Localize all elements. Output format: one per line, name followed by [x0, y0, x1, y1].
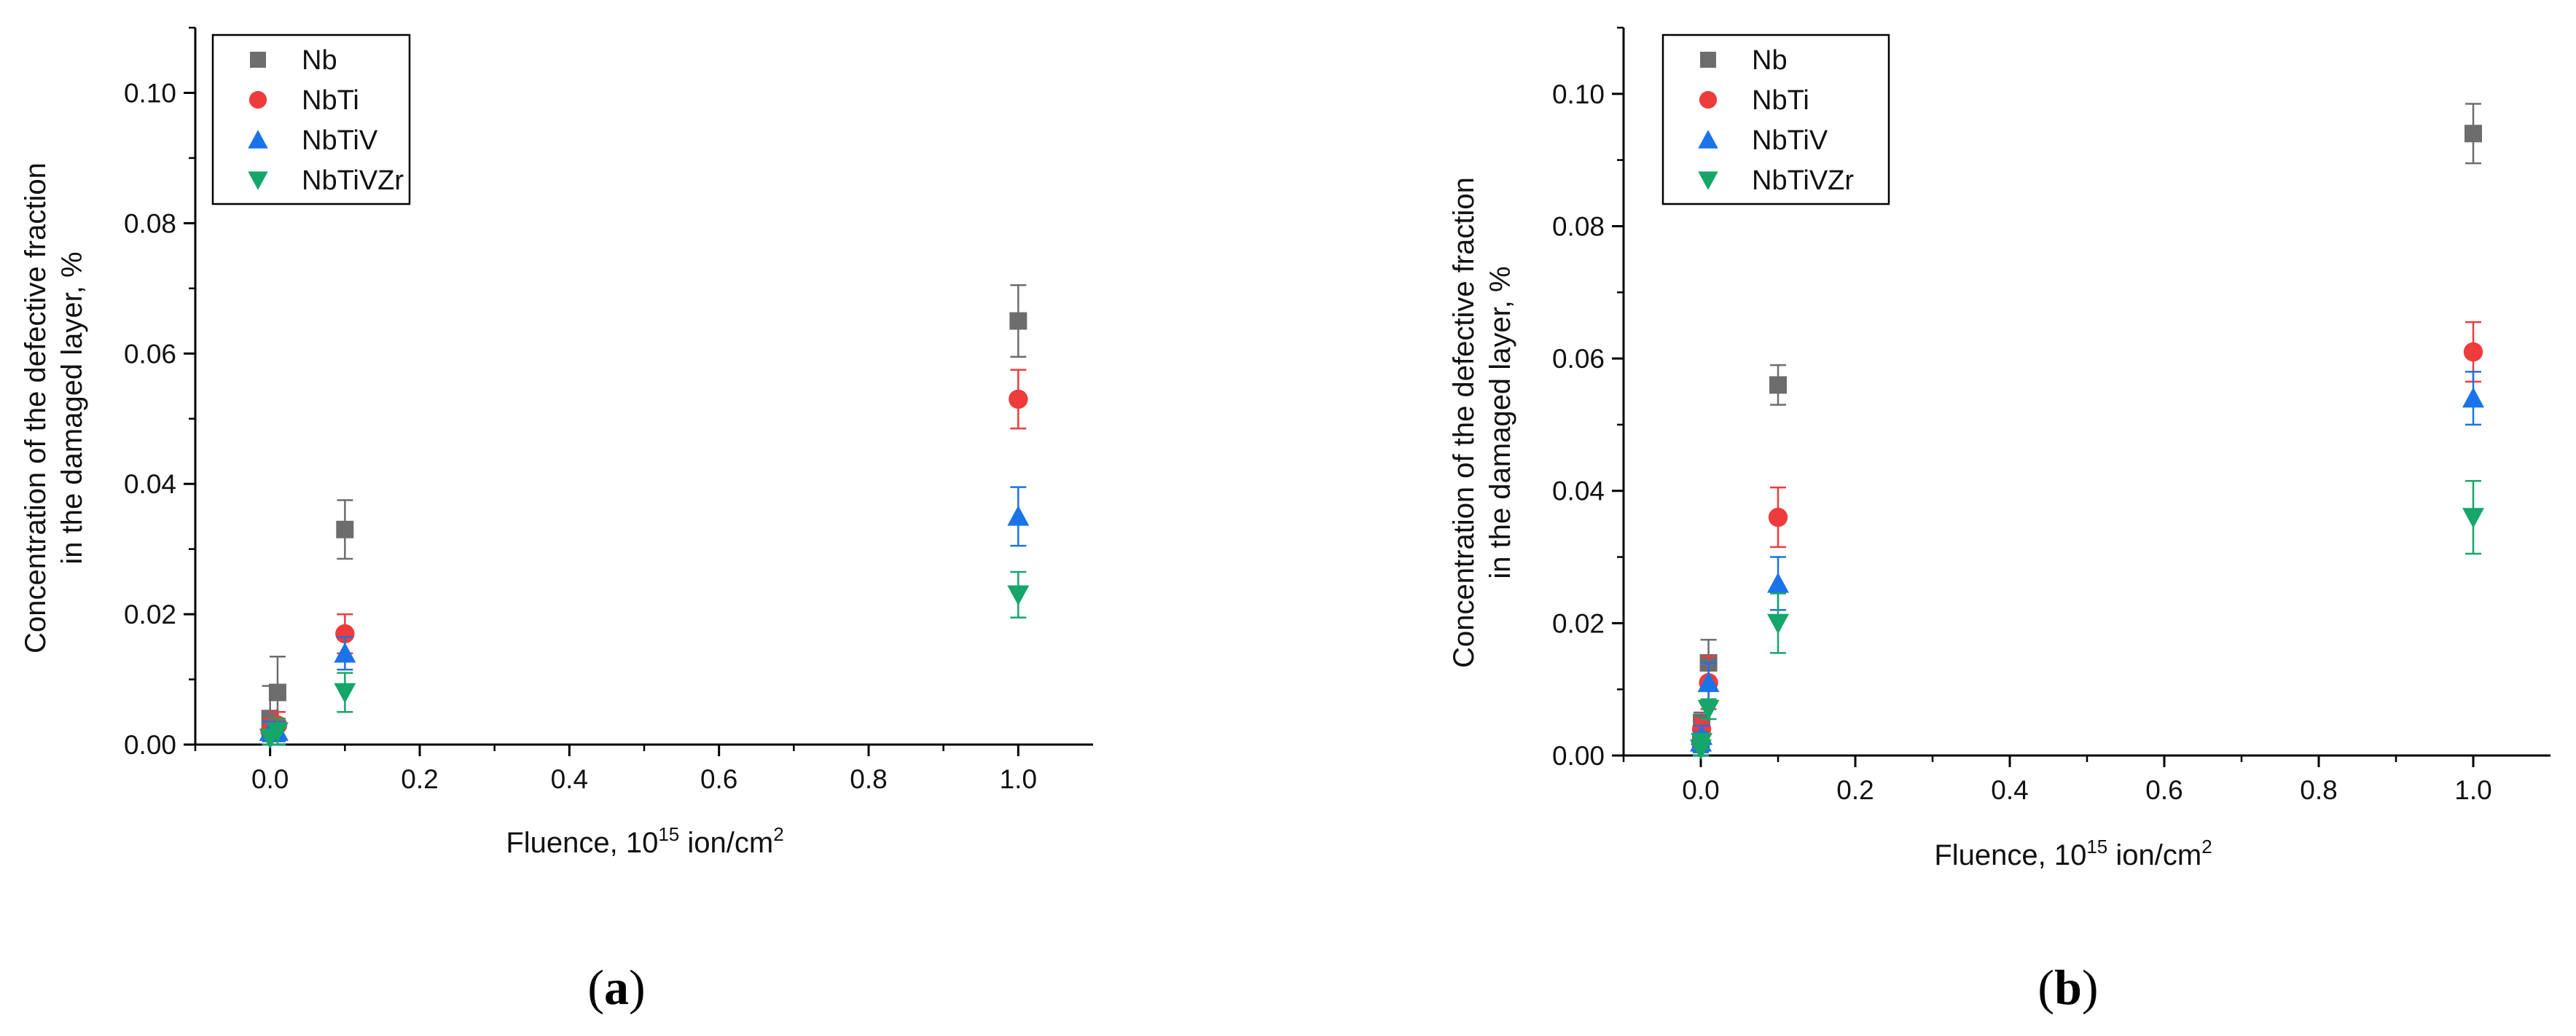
legend-symbol — [1698, 171, 1718, 190]
data-point — [1007, 585, 1030, 606]
x-tick-label: 0.6 — [2145, 775, 2182, 805]
y-tick-label: 0.10 — [124, 78, 176, 108]
data-point — [1007, 505, 1030, 526]
y-tick-label: 0.02 — [124, 600, 176, 629]
y-tick-label: 0.08 — [1552, 211, 1605, 241]
legend-symbol — [248, 171, 268, 190]
data-point — [1768, 507, 1788, 527]
legend-label: NbTiV — [1752, 125, 1828, 156]
x-tick-label: 0.0 — [1682, 775, 1719, 805]
plot-area-a: 0.0 0.2 0.4 0.6 0.8 1.0 0.00 0.02 0.04 0.06 0.08 0.… — [124, 26, 1093, 794]
x-tick-label: 0.6 — [700, 764, 737, 794]
chart-panel-a: 0.0 0.2 0.4 0.6 0.8 1.0 0.00 0.02 0.04 0.06 0.08 0.… — [20, 26, 1093, 1015]
y-tick-label: 0.06 — [1552, 344, 1605, 374]
y-axis-title-line1-a: Concentration of the defective fraction — [20, 162, 52, 654]
x-tick-label: 1.0 — [2454, 775, 2491, 805]
y-tick-label: 0.00 — [124, 730, 176, 760]
series-nbtiv — [259, 486, 1030, 742]
legend-a: Nb NbTi NbTiV NbTiVZr — [211, 34, 411, 205]
series-nbti — [1691, 321, 2483, 753]
legend-label: NbTiV — [302, 125, 378, 156]
legend-symbol — [1699, 90, 1718, 109]
data-point — [1691, 733, 1713, 753]
data-point — [1767, 613, 1789, 635]
data-point — [334, 683, 356, 704]
legend-label: NbTiVZr — [1752, 165, 1854, 196]
x-tick-label: 0.8 — [2300, 775, 2337, 805]
y-tick-label: 0.06 — [124, 339, 176, 369]
legend-symbol — [1700, 52, 1716, 68]
series-nbtivzr — [1690, 479, 2484, 760]
legend-b: Nb NbTi NbTiV NbTiVZr — [1661, 34, 1890, 205]
data-point — [1697, 672, 1720, 692]
x-tick-label: 0.4 — [551, 764, 588, 794]
panel-label-b: (b) — [2037, 960, 2098, 1015]
x-tick-label: 1.0 — [1000, 764, 1037, 794]
x-tick-label: 0.4 — [1991, 775, 2028, 805]
x-tick-label: 0.0 — [251, 764, 289, 794]
data-point — [335, 624, 355, 644]
data-point — [336, 520, 354, 538]
data-point — [268, 683, 286, 702]
y-tick-label: 0.04 — [1552, 476, 1605, 506]
y-axis-title-line2-a: in the damaged layer, % — [56, 251, 88, 564]
series-nb — [261, 284, 1027, 746]
x-tick-label: 0.2 — [401, 764, 438, 794]
data-point — [2463, 342, 2483, 362]
legend-box — [211, 34, 411, 205]
legend-label: Nb — [302, 45, 337, 76]
data-point — [266, 722, 289, 743]
data-point — [1769, 376, 1787, 394]
data-point — [2465, 125, 2482, 143]
x-axis-title-b: Fluence, 1015 ion/cm2 — [1934, 836, 2212, 871]
legend-symbol — [248, 130, 268, 149]
y-tick-label: 0.02 — [1552, 608, 1605, 638]
legend-label: NbTi — [1752, 85, 1809, 116]
x-axis-title-a: Fluence, 1015 ion/cm2 — [506, 823, 783, 859]
series-nbtivzr — [259, 570, 1030, 750]
data-point — [2462, 387, 2484, 408]
data-marks-a — [259, 284, 1030, 750]
series-nbti — [260, 369, 1028, 746]
data-point — [334, 642, 356, 663]
data-point — [2462, 508, 2484, 529]
data-point — [1697, 699, 1720, 721]
plot-area-b: 0.0 0.2 0.4 0.6 0.8 1.0 0.00 0.02 0.04 0.06 0.08 0.… — [1552, 26, 2550, 805]
legend-symbol — [248, 90, 267, 109]
x-tick-label: 0.2 — [1836, 775, 1874, 805]
legend-symbol — [1698, 130, 1718, 149]
panel-label-a: (a) — [587, 960, 645, 1015]
legend-label: NbTiVZr — [302, 165, 404, 196]
x-tick-label: 0.8 — [850, 764, 887, 794]
y-tick-label: 0.04 — [124, 469, 176, 499]
series-nbtiv — [1690, 371, 2484, 753]
data-point — [1767, 572, 1789, 593]
data-point — [1009, 389, 1028, 409]
data-marks-b — [1690, 103, 2484, 760]
data-point — [1009, 312, 1027, 330]
y-tick-label: 0.10 — [1552, 79, 1605, 109]
y-tick-label: 0.00 — [1552, 741, 1605, 771]
y-axis-title-line1-b: Concentration of the defective fraction — [1448, 177, 1480, 668]
legend-symbol — [250, 52, 266, 68]
legend-label: Nb — [1752, 45, 1788, 76]
chart-panel-b: 0.0 0.2 0.4 0.6 0.8 1.0 0.00 0.02 0.04 0.06 0.08 0.… — [1448, 26, 2550, 1015]
y-tick-label: 0.08 — [124, 208, 176, 238]
y-axis-title-line2-b: in the damaged layer, % — [1484, 266, 1516, 578]
legend-label: NbTi — [302, 85, 359, 116]
